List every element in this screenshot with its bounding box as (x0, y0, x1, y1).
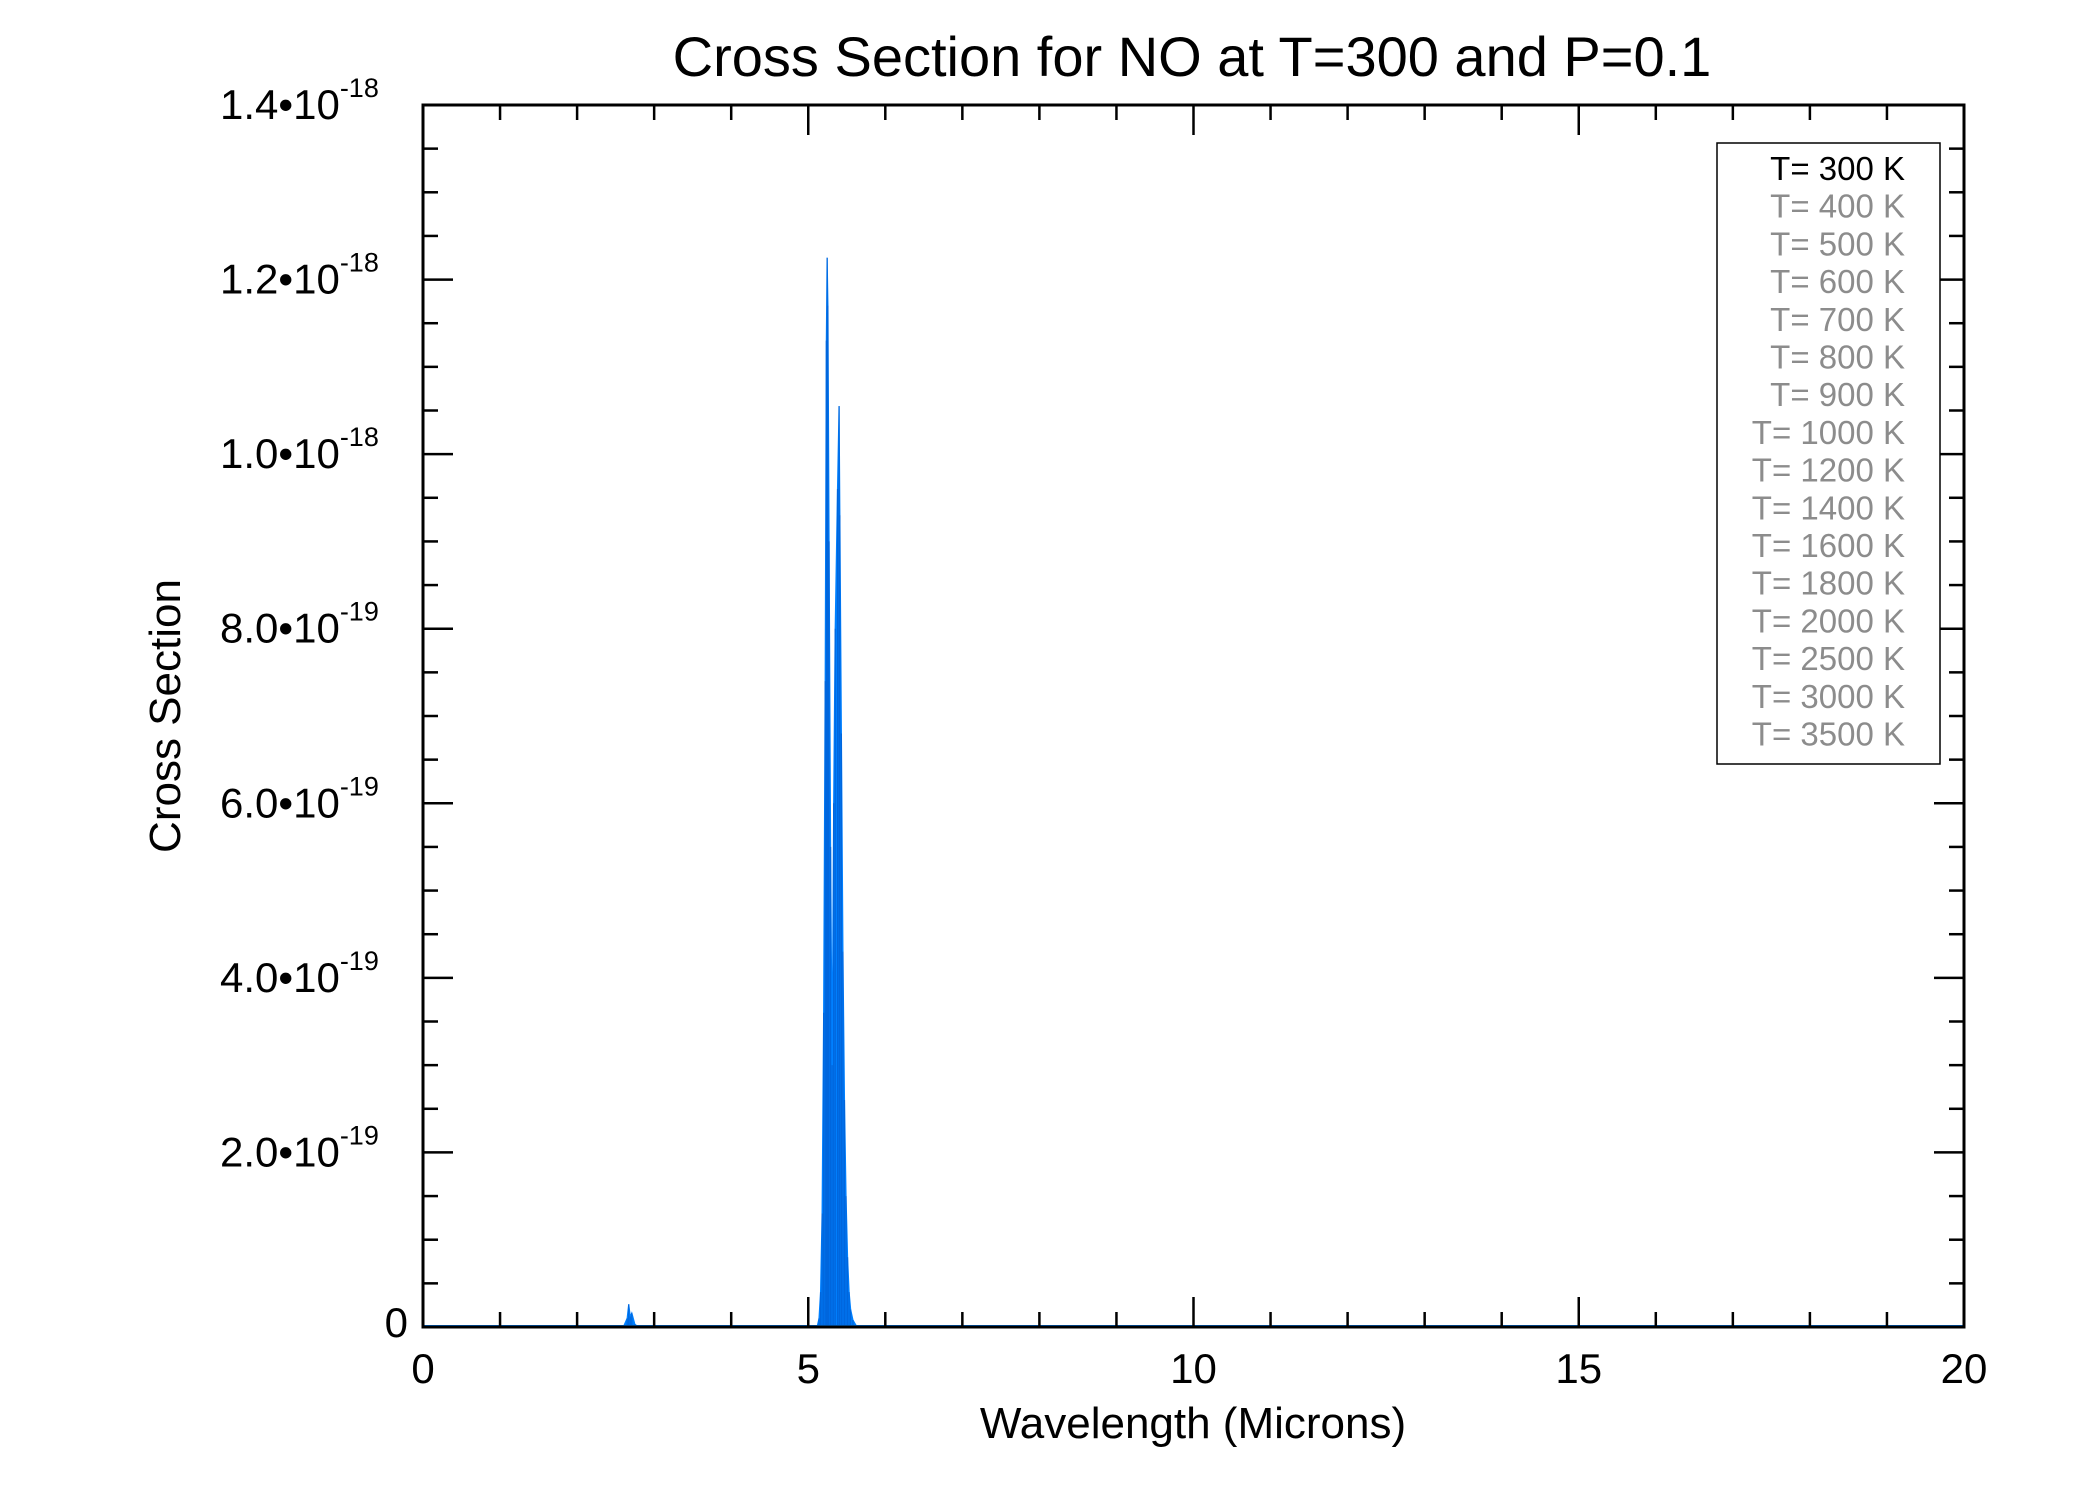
legend-entry: T= 1600 K (1752, 527, 1905, 564)
legend-entry: T= 3500 K (1752, 716, 1905, 753)
legend-entry: T= 1200 K (1752, 452, 1905, 489)
x-tick-label: 20 (1941, 1345, 1988, 1392)
y-tick-exponent: -19 (340, 946, 379, 976)
y-tick-exponent: -19 (340, 597, 379, 627)
x-tick-label: 15 (1555, 1345, 1602, 1392)
x-tick-label: 5 (797, 1345, 820, 1392)
legend-entry: T= 500 K (1770, 225, 1905, 262)
legend-entry: T= 900 K (1770, 376, 1905, 413)
legend-entry: T= 400 K (1770, 188, 1905, 225)
y-tick-exponent: -18 (340, 248, 379, 278)
spectrum-area (423, 257, 1964, 1328)
y-tick-label: 1.4•10-18 (220, 73, 379, 128)
chart-title: Cross Section for NO at T=300 and P=0.1 (673, 25, 1712, 88)
y-tick-label: 2.0•10-19 (220, 1120, 379, 1175)
y-tick-label: 0 (385, 1299, 408, 1346)
y-tick-label: 4.0•10-19 (220, 946, 379, 1001)
y-tick-label: 1.0•10-18 (220, 422, 379, 477)
legend-entry: T= 800 K (1770, 339, 1905, 376)
y-axis-label: Cross Section (141, 579, 190, 853)
y-tick-exponent: -18 (340, 422, 379, 452)
y-tick-labels: 0 2.0•10-19 4.0•10-19 6.0•10-19 8.0•10-19 1.0… (220, 73, 408, 1346)
y-tick-label: 1.2•10-18 (220, 248, 379, 303)
legend-entry: T= 3000 K (1752, 678, 1905, 715)
legend-entry: T= 300 K (1770, 150, 1905, 187)
x-tick-label: 10 (1170, 1345, 1217, 1392)
legend-box (1716, 142, 1941, 765)
legend: T= 300 KT= 400 KT= 500 KT= 600 KT= 700 K… (1716, 142, 1941, 765)
y-tick-label: 8.0•10-19 (220, 597, 379, 652)
y-tick-exponent: -18 (340, 73, 379, 103)
y-tick-exponent: -19 (340, 771, 379, 801)
x-tick-labels: 0 5 10 15 20 (411, 1345, 1987, 1392)
legend-entry: T= 2500 K (1752, 640, 1905, 677)
legend-entry: T= 1000 K (1752, 414, 1905, 451)
legend-entry: T= 2000 K (1752, 602, 1905, 639)
legend-entry: T= 600 K (1770, 263, 1905, 300)
legend-entry: T= 1800 K (1752, 565, 1905, 602)
y-tick-label: 6.0•10-19 (220, 771, 379, 826)
legend-entry: T= 1400 K (1752, 489, 1905, 526)
axes (421, 103, 1966, 1329)
x-tick-label: 0 (411, 1345, 434, 1392)
x-axis-label: Wavelength (Microns) (980, 1399, 1406, 1448)
y-tick-exponent: -19 (340, 1120, 379, 1150)
legend-entry: T= 700 K (1770, 301, 1905, 338)
